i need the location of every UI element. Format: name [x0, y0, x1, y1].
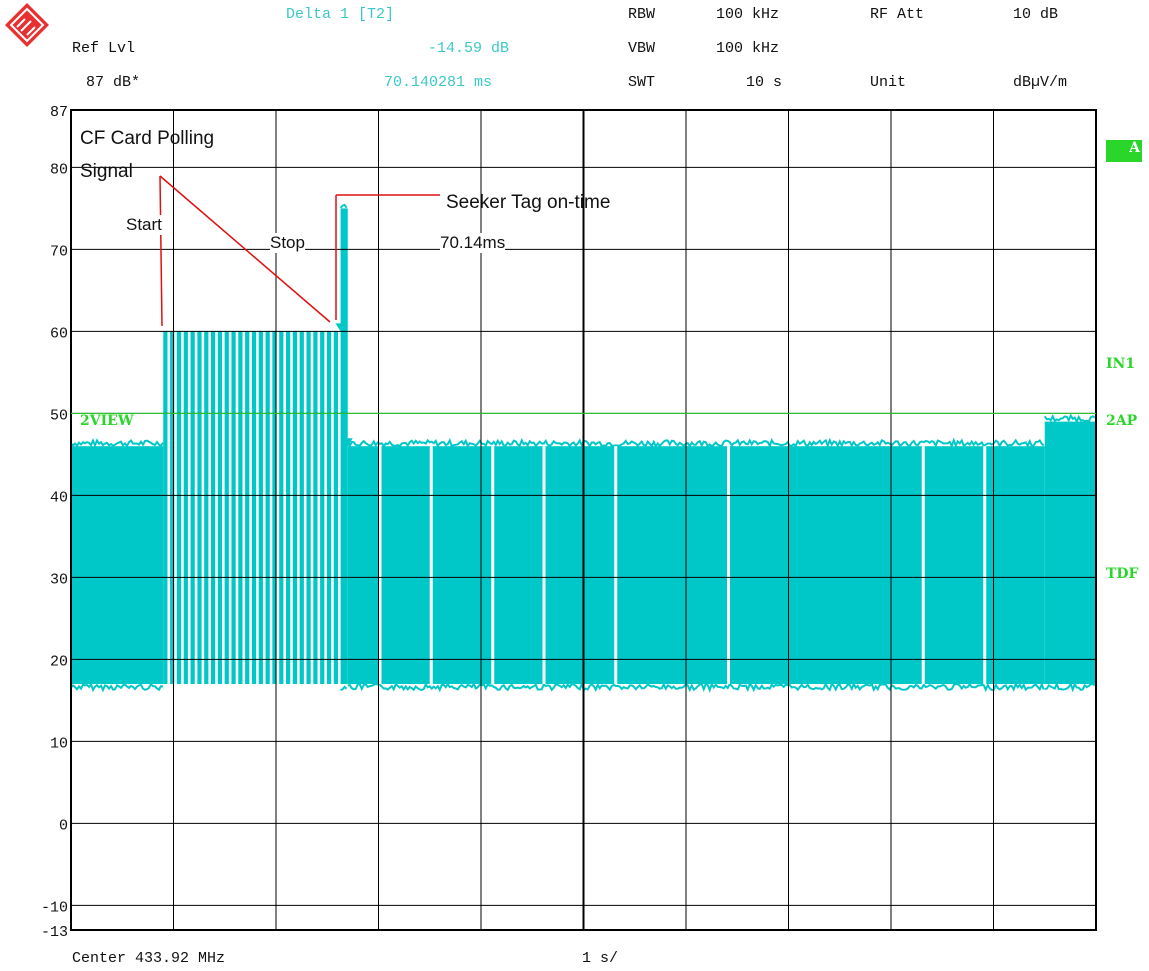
trace-burst [326, 331, 332, 684]
y-tick-labels: 87 80 70 60 50 40 30 20 10 0 -10 -13 [41, 104, 68, 941]
annotation-line [159, 175, 163, 327]
ref-level-value: 87 dB* [86, 74, 141, 91]
trace-noise-top [339, 203, 348, 209]
trace-a-badge: A [1106, 140, 1142, 162]
annotation-seeker: Seeker Tag on-time [446, 192, 611, 213]
trace-noise-bottom [70, 682, 164, 693]
vbw-label: VBW [628, 40, 656, 57]
annotation-delta: 70.14ms [440, 233, 506, 253]
trace-noise-bottom [1044, 681, 1096, 693]
span-per-div: 1 s/ [582, 950, 619, 967]
trace-burst [320, 331, 325, 684]
unit-value: dBµV/m [1013, 74, 1068, 91]
trace-burst [286, 331, 291, 684]
trace-burst [251, 331, 257, 684]
trace-burst [197, 331, 202, 684]
trace-noise-top [346, 437, 1045, 449]
y-tick-label: -13 [41, 924, 68, 941]
trace-burst [204, 331, 209, 684]
trace-burst [313, 331, 318, 684]
trace-burst [299, 331, 304, 684]
trace-burst [245, 331, 250, 684]
sap-label: 2AP [1106, 413, 1138, 429]
y-tick-label: 0 [59, 817, 68, 834]
trace-burst [183, 331, 188, 684]
trace-gap [491, 446, 495, 684]
annotation-line [159, 175, 331, 323]
trace-burst [258, 331, 263, 684]
trace-noise-top [70, 437, 164, 449]
trace-noise-bottom [347, 681, 1045, 693]
y-tick-label: 87 [50, 104, 68, 121]
tdf-label: TDF [1106, 566, 1139, 582]
ref-level-label: Ref Lvl [72, 40, 136, 57]
trace-gap [921, 446, 925, 684]
trace-gap [614, 446, 618, 684]
y-tick-label: 60 [50, 325, 68, 342]
annotation-lines [71, 175, 1096, 447]
trace-burst [306, 331, 311, 684]
trace-gap [727, 446, 730, 684]
trace-burst [217, 331, 223, 684]
y-tick-label: 40 [50, 489, 68, 506]
grid [70, 109, 1097, 931]
trace-gap [378, 446, 382, 684]
trace-noise-top [1043, 413, 1096, 424]
annotation-title-line2: Signal [80, 161, 133, 182]
trace-noise-bottom [340, 685, 348, 691]
trace-burst [272, 331, 277, 684]
view-label: 2VIEW [80, 413, 134, 429]
trace-burst [333, 331, 338, 684]
y-tick-label: 20 [50, 653, 68, 670]
unit-label: Unit [870, 74, 907, 91]
trace-gap [983, 446, 987, 684]
swt-label: SWT [628, 74, 656, 91]
trace [70, 203, 1096, 693]
plot-frame [70, 109, 1097, 931]
annotation-start: Start [126, 215, 162, 235]
in1-label: IN1 [1106, 356, 1136, 372]
trace-burst [224, 331, 229, 684]
trace-envelope [71, 446, 164, 684]
delta-time: 70.140281 ms [384, 74, 493, 91]
trace-envelope [340, 208, 348, 684]
trace-burst [279, 331, 284, 684]
trace-gap [429, 446, 433, 684]
marker-T2 [342, 438, 353, 447]
trace-burst [190, 331, 195, 684]
y-tick-label: -10 [41, 899, 68, 916]
trace-burst [210, 331, 216, 684]
trace-burst [238, 331, 243, 684]
vbw-value: 100 kHz [716, 40, 780, 57]
swt-value: 10 s [746, 74, 783, 91]
rf-att-value: 10 dB [1013, 6, 1059, 23]
rohde-schwarz-logo-icon [5, 3, 49, 47]
trace-burst [231, 331, 236, 684]
trace-burst [265, 331, 270, 684]
y-tick-label: 50 [50, 407, 68, 424]
center-frequency: Center 433.92 MHz [72, 950, 226, 967]
rbw-value: 100 kHz [716, 6, 780, 23]
trace-burst [163, 331, 168, 684]
trace-gap [542, 446, 546, 684]
y-tick-label: 30 [50, 571, 68, 588]
marker-1 [335, 323, 346, 332]
trace-envelope [1044, 421, 1096, 684]
trace-envelope [347, 446, 1045, 684]
trace-burst [176, 331, 182, 684]
trace-burst [292, 331, 298, 684]
y-tick-label: 10 [50, 735, 68, 752]
marker-title: Delta 1 [T2] [286, 6, 395, 23]
y-tick-label: 80 [50, 161, 68, 178]
rbw-label: RBW [628, 6, 656, 23]
trace-burst [170, 331, 175, 684]
annotation-stop: Stop [270, 233, 305, 253]
annotation-title-line1: CF Card Polling [80, 128, 215, 149]
y-tick-label: 70 [50, 243, 68, 260]
delta-level: -14.59 dB [428, 40, 510, 57]
rf-att-label: RF Att [870, 6, 925, 23]
